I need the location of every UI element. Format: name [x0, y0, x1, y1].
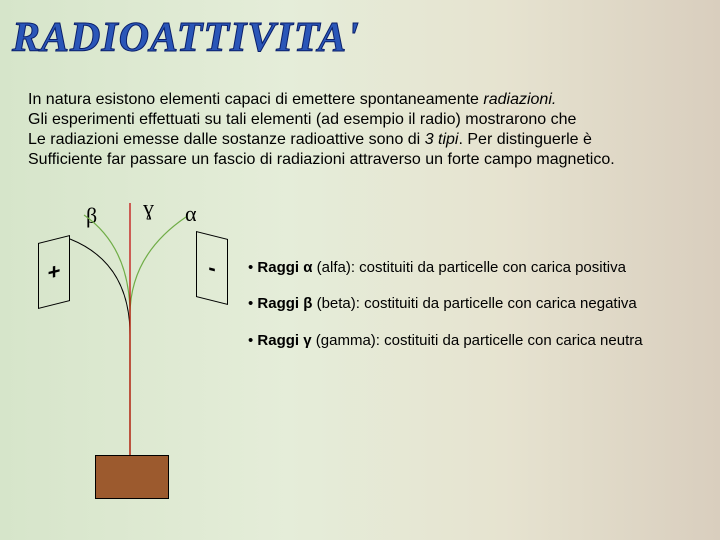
alpha-description: • Raggi α (alfa): costituiti da particel…	[248, 258, 703, 278]
beta-bold: Raggi β	[257, 295, 312, 312]
intro-line-3a: Le radiazioni emesse dalle sostanze radi…	[28, 131, 425, 148]
gamma-bold: Raggi γ	[257, 332, 311, 349]
intro-line-2: Gli esperimenti effettuati su tali eleme…	[28, 110, 698, 130]
beta-description: • Raggi β (beta): costituiti da particel…	[248, 294, 703, 314]
radiation-diagram: β ɣ α + -	[30, 195, 235, 515]
intro-line-3: Le radiazioni emesse dalle sostanze radi…	[28, 130, 698, 150]
intro-line-1: In natura esistono elementi capaci di em…	[28, 90, 698, 110]
alpha-bold: Raggi α	[257, 259, 312, 276]
gamma-description: • Raggi γ (gamma): costituiti da partice…	[248, 331, 703, 351]
intro-line-3-italic: 3 tipi	[425, 131, 459, 148]
page-title: RADIOATTIVITA'	[12, 14, 360, 62]
alpha-ray	[130, 217, 186, 455]
intro-line-4: Sufficiente far passare un fascio di rad…	[28, 150, 698, 170]
beta-ray	[84, 215, 130, 455]
intro-paragraph: In natura esistono elementi capaci di em…	[28, 90, 698, 170]
beta-rest: (beta): costituiti da particelle con car…	[312, 295, 636, 312]
radioactive-source	[95, 455, 169, 499]
intro-line-1a: In natura esistono elementi capaci di em…	[28, 91, 483, 108]
alpha-rest: (alfa): costituiti da particelle con car…	[312, 259, 625, 276]
beta-ray-outer	[70, 239, 130, 455]
gamma-rest: (gamma): costituiti da particelle con ca…	[312, 332, 643, 349]
intro-line-1-italic: radiazioni.	[483, 91, 556, 108]
ray-descriptions: • Raggi α (alfa): costituiti da particel…	[248, 258, 703, 367]
intro-line-3b: . Per distinguerle è	[458, 131, 591, 148]
